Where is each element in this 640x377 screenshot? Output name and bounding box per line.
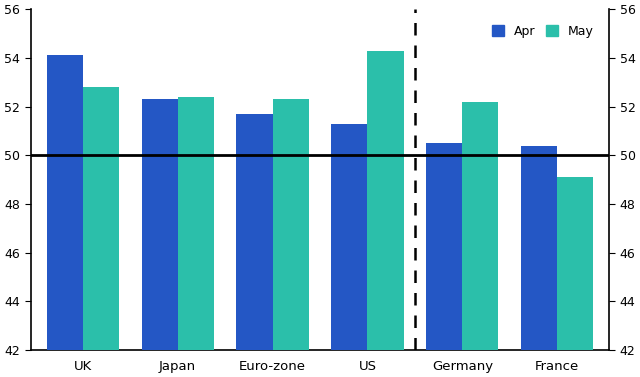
Bar <box>83 87 119 350</box>
Bar <box>462 102 499 350</box>
Bar <box>332 124 367 350</box>
Legend: Apr, May: Apr, May <box>485 19 600 44</box>
Bar <box>237 114 273 350</box>
Bar <box>367 51 403 350</box>
Bar <box>521 146 557 350</box>
Bar <box>47 55 83 350</box>
Bar <box>557 177 593 350</box>
Bar <box>426 143 462 350</box>
Bar <box>141 99 178 350</box>
Bar <box>273 99 308 350</box>
Bar <box>178 97 214 350</box>
